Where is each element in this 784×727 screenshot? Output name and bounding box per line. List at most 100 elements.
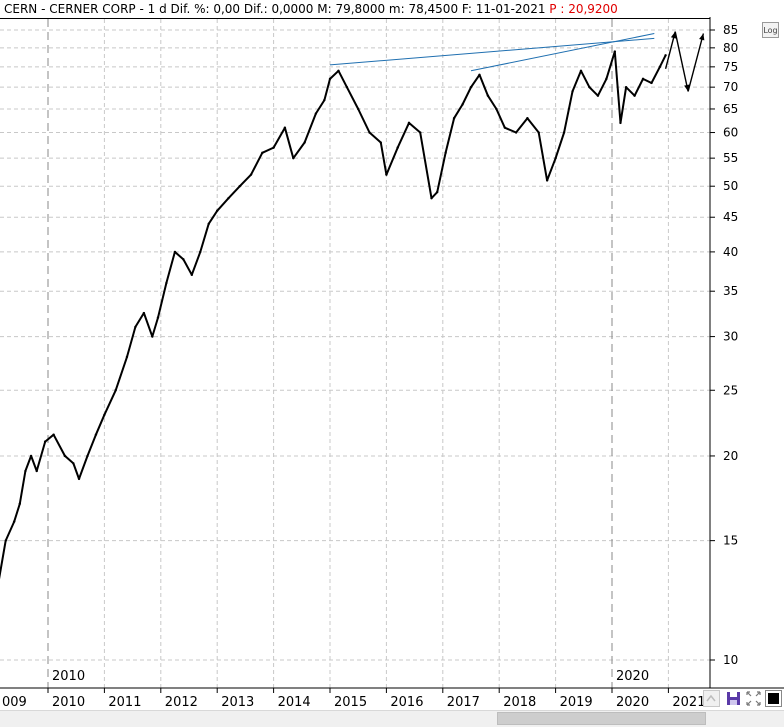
price-point-34 xyxy=(283,126,287,129)
price-point-10 xyxy=(63,454,67,458)
price-point-56 xyxy=(486,94,490,97)
price-point-60 xyxy=(526,116,529,120)
price-point-33 xyxy=(272,146,275,149)
save-icon[interactable] xyxy=(725,690,742,707)
y-tick-label-50: 50 xyxy=(723,179,738,193)
price-point-59 xyxy=(514,131,518,134)
projection-arrow-2 xyxy=(699,33,705,41)
header-separator: - xyxy=(37,2,50,16)
company-name: CERNER CORP xyxy=(49,2,136,16)
trendline-1 xyxy=(470,33,655,72)
price-point-42 xyxy=(357,107,360,111)
price-point-29 xyxy=(227,197,230,200)
x-axis: 009 2010 2011 2012 2013 2014 2015 2016 2017 2018 2… xyxy=(2,688,705,710)
price-point-61 xyxy=(537,131,540,134)
price-point-23 xyxy=(173,250,177,254)
price-point-19 xyxy=(142,311,146,315)
price-point-17 xyxy=(125,355,129,359)
price-point-64 xyxy=(562,131,566,134)
price-point-15 xyxy=(103,413,106,417)
y-tick-label-80: 80 xyxy=(723,41,738,55)
price-point-16 xyxy=(114,389,117,392)
price-point-20 xyxy=(151,335,154,338)
x-tick-label-12: 2021 xyxy=(672,695,705,710)
price-series xyxy=(0,50,667,580)
price-point-3 xyxy=(12,520,16,523)
y-tick-label-85: 85 xyxy=(723,23,738,37)
y-axis: 10 15 20 25 30 35 40 45 50 55 60 65 70 75 80 85 xyxy=(710,23,738,667)
x-tick-label-1: 2010 xyxy=(52,695,85,710)
inner-label-2020: 2020 xyxy=(616,669,649,684)
x-tick-label-0: 009 xyxy=(2,695,27,710)
price-point-21 xyxy=(156,316,160,319)
price-point-66 xyxy=(579,69,583,72)
price-point-18 xyxy=(134,325,137,329)
price-point-9 xyxy=(52,433,55,436)
price-point-27 xyxy=(207,222,210,226)
price-point-35 xyxy=(292,156,295,160)
projection-path xyxy=(664,31,705,92)
y-tick-label-65: 65 xyxy=(723,102,738,116)
price-point-44 xyxy=(379,141,382,144)
log-scale-toggle[interactable]: Log xyxy=(762,22,779,38)
price-point-47 xyxy=(407,121,411,125)
price-point-13 xyxy=(86,454,89,458)
price-point-57 xyxy=(495,107,498,111)
price-point-8 xyxy=(43,440,47,443)
y-tick-label-35: 35 xyxy=(723,284,738,298)
y-tick-label-20: 20 xyxy=(723,449,738,463)
zoom-icon[interactable] xyxy=(703,690,720,707)
color-swatch-icon[interactable] xyxy=(765,690,782,707)
scrollbar-thumb[interactable] xyxy=(497,712,706,725)
projection-arrow-0 xyxy=(670,31,677,39)
price-point-67 xyxy=(588,85,591,89)
price-point-22 xyxy=(165,281,168,285)
price-point-12 xyxy=(77,477,81,481)
symbol: CERN xyxy=(4,2,38,16)
y-tick-label-15: 15 xyxy=(723,534,738,548)
price-point-32 xyxy=(261,151,264,155)
annotations xyxy=(329,31,705,92)
y-tick-label-30: 30 xyxy=(723,330,738,344)
x-tick-label-4: 2013 xyxy=(221,695,254,710)
price-point-24 xyxy=(182,258,185,261)
price-point-37 xyxy=(314,112,318,115)
price-point-31 xyxy=(249,173,253,176)
price-point-55 xyxy=(478,73,481,77)
y-tick-label-60: 60 xyxy=(723,126,738,140)
price-point-52 xyxy=(452,116,456,120)
price-point-48 xyxy=(419,131,422,134)
x-tick-label-9: 2018 xyxy=(503,695,536,710)
price-point-54 xyxy=(469,85,473,89)
price-point-50 xyxy=(435,190,439,194)
y-tick-label-40: 40 xyxy=(723,245,738,259)
x-tick-label-11: 2020 xyxy=(616,695,649,710)
price-point-41 xyxy=(345,85,349,89)
y-tick-label-25: 25 xyxy=(723,383,738,397)
price-point-2 xyxy=(4,539,7,542)
price-point-69 xyxy=(605,77,608,81)
price-point-62 xyxy=(545,179,549,182)
grid-lines xyxy=(0,19,710,688)
price-point-58 xyxy=(503,126,507,129)
price-point-5 xyxy=(24,469,27,473)
price-point-38 xyxy=(323,98,326,102)
price-line-0 xyxy=(0,50,667,580)
price-point-71 xyxy=(619,121,622,125)
price-point-14 xyxy=(94,433,98,436)
trendline-0 xyxy=(329,37,655,66)
y-tick-label-55: 55 xyxy=(723,151,738,165)
price-point-72 xyxy=(624,85,628,89)
price-point-39 xyxy=(328,77,332,81)
price-point-53 xyxy=(461,103,464,106)
x-tick-label-5: 2014 xyxy=(278,695,311,710)
price-point-46 xyxy=(396,146,399,149)
price-point-11 xyxy=(72,462,75,465)
price-point-68 xyxy=(596,94,600,97)
x-tick-label-10: 2019 xyxy=(560,695,593,710)
price-point-75 xyxy=(650,81,653,85)
price-point-6 xyxy=(29,454,33,458)
expand-icon[interactable] xyxy=(745,690,762,707)
price-point-25 xyxy=(190,273,194,277)
